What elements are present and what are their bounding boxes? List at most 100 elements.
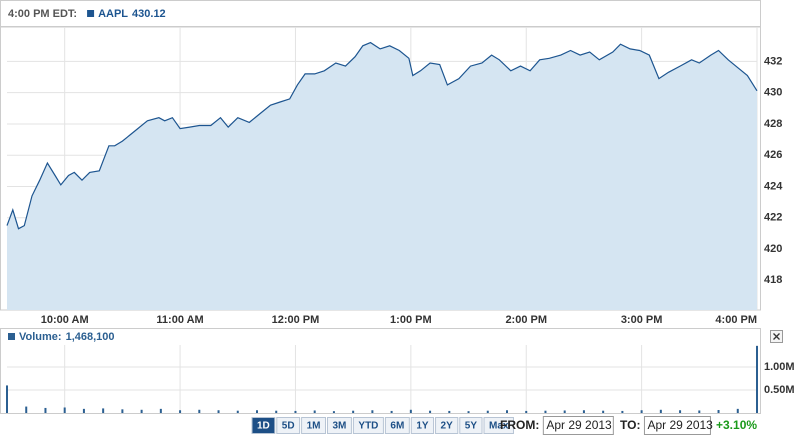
volume-bar (698, 410, 701, 413)
range-button-box[interactable] (251, 417, 276, 434)
range-button[interactable]: Max (483, 417, 514, 434)
volume-bar (371, 410, 374, 413)
volume-bar (429, 410, 432, 413)
range-button-label: YTD (358, 421, 378, 432)
legend-swatch (8, 333, 15, 340)
y-tick-label: 430 (764, 87, 782, 99)
volume-bar (736, 408, 739, 413)
from-label: FROM: (500, 418, 539, 432)
range-button-box[interactable] (301, 417, 326, 434)
volume-bar (756, 345, 758, 413)
volume-bar (640, 410, 643, 413)
y-tick-label: 0.50M (764, 384, 795, 396)
volume-bar (525, 410, 528, 413)
range-button-label: 2Y (441, 421, 454, 432)
range-button-box[interactable] (459, 417, 483, 434)
volume-bar (121, 409, 124, 413)
header-bar (0, 0, 761, 27)
volume-plot-frame (0, 328, 761, 414)
y-tick-label: 422 (764, 212, 782, 224)
volume-bar (179, 410, 182, 413)
volume-bar (717, 410, 720, 413)
from-date-input[interactable] (542, 416, 614, 435)
to-date-input[interactable] (643, 416, 711, 435)
range-button[interactable]: 6M (384, 417, 410, 434)
range-button[interactable]: 1M (301, 417, 326, 434)
legend-swatch (87, 10, 95, 17)
close-button[interactable] (770, 330, 783, 343)
range-button-label: 6M (390, 421, 404, 432)
volume-bar (544, 410, 547, 413)
range-button-box[interactable] (276, 417, 301, 434)
range-button[interactable]: 1Y (410, 417, 435, 434)
volume-bar (294, 410, 297, 413)
range-button-label: 1M (307, 421, 321, 432)
y-tick-label: 424 (764, 180, 783, 192)
volume-bar (63, 407, 66, 413)
volume-bar (486, 410, 489, 413)
range-button-box[interactable] (384, 417, 410, 434)
range-button-box[interactable] (410, 417, 435, 434)
volume-bar (679, 410, 682, 413)
legend-value: 1,468,100 (66, 331, 115, 343)
close-icon (773, 333, 780, 340)
y-tick-label: 418 (764, 274, 782, 286)
x-tick-label: 1:00 PM (390, 314, 432, 326)
price-line (6, 41, 758, 230)
to-label: TO: (620, 418, 640, 432)
y-tick-label: 426 (764, 149, 782, 161)
volume-bar (313, 410, 316, 413)
volume-bar (390, 410, 393, 413)
from-date: Apr 29 2013 (546, 418, 612, 432)
range-button-box[interactable] (327, 417, 352, 434)
range-button-label: 1D (257, 421, 270, 432)
range-button-label: 3M (333, 421, 347, 432)
range-button[interactable]: 3M (327, 417, 352, 434)
volume-bar (659, 409, 662, 413)
y-tick-label: 428 (764, 118, 782, 130)
volume-bar (217, 410, 220, 413)
volume-bar (409, 409, 412, 413)
range-button-box[interactable] (483, 417, 514, 434)
volume-bar (332, 411, 335, 413)
timestamp: 4:00 PM EDT: (8, 8, 77, 20)
to-date: Apr 29 2013 (647, 418, 713, 432)
range-button[interactable]: 5D (276, 417, 301, 434)
volume-bar (467, 411, 470, 413)
volume-bar (82, 408, 85, 413)
y-tick-label: 420 (764, 243, 782, 255)
range-button-label: 5Y (465, 421, 478, 432)
volume-bar (102, 408, 105, 413)
volume-bar (448, 410, 451, 413)
volume-bar (6, 385, 8, 413)
legend-value: 430.12 (132, 8, 166, 20)
volume-bar (602, 410, 605, 413)
volume-bar (44, 407, 47, 413)
volume-bar (506, 410, 508, 413)
percent-change: +3.10% (716, 418, 757, 432)
range-button[interactable]: 2Y (435, 417, 459, 434)
range-button[interactable]: 1D (251, 417, 276, 434)
x-tick-label: 12:00 PM (272, 314, 320, 326)
x-tick-label: 3:00 PM (621, 314, 663, 326)
range-button-label: 1Y (416, 421, 429, 432)
y-tick-label: 1.00M (764, 361, 795, 373)
volume-bar (352, 410, 355, 413)
range-button-box[interactable] (352, 417, 384, 434)
legend-name: AAPL (98, 8, 128, 20)
volume-bar (159, 408, 162, 413)
range-button[interactable]: YTD (352, 417, 384, 434)
volume-bar (25, 406, 28, 413)
price-area (7, 42, 757, 310)
x-tick-label: 2:00 PM (505, 314, 547, 326)
range-button[interactable]: 5Y (459, 417, 483, 434)
volume-bar (256, 410, 258, 413)
range-button-label: Max (489, 421, 509, 432)
range-button-label: 5D (282, 421, 295, 432)
volume-bar (198, 409, 201, 413)
volume-bar (582, 410, 585, 413)
legend-name: Volume: (19, 331, 62, 343)
volume-bar (275, 410, 278, 413)
range-button-box[interactable] (435, 417, 459, 434)
